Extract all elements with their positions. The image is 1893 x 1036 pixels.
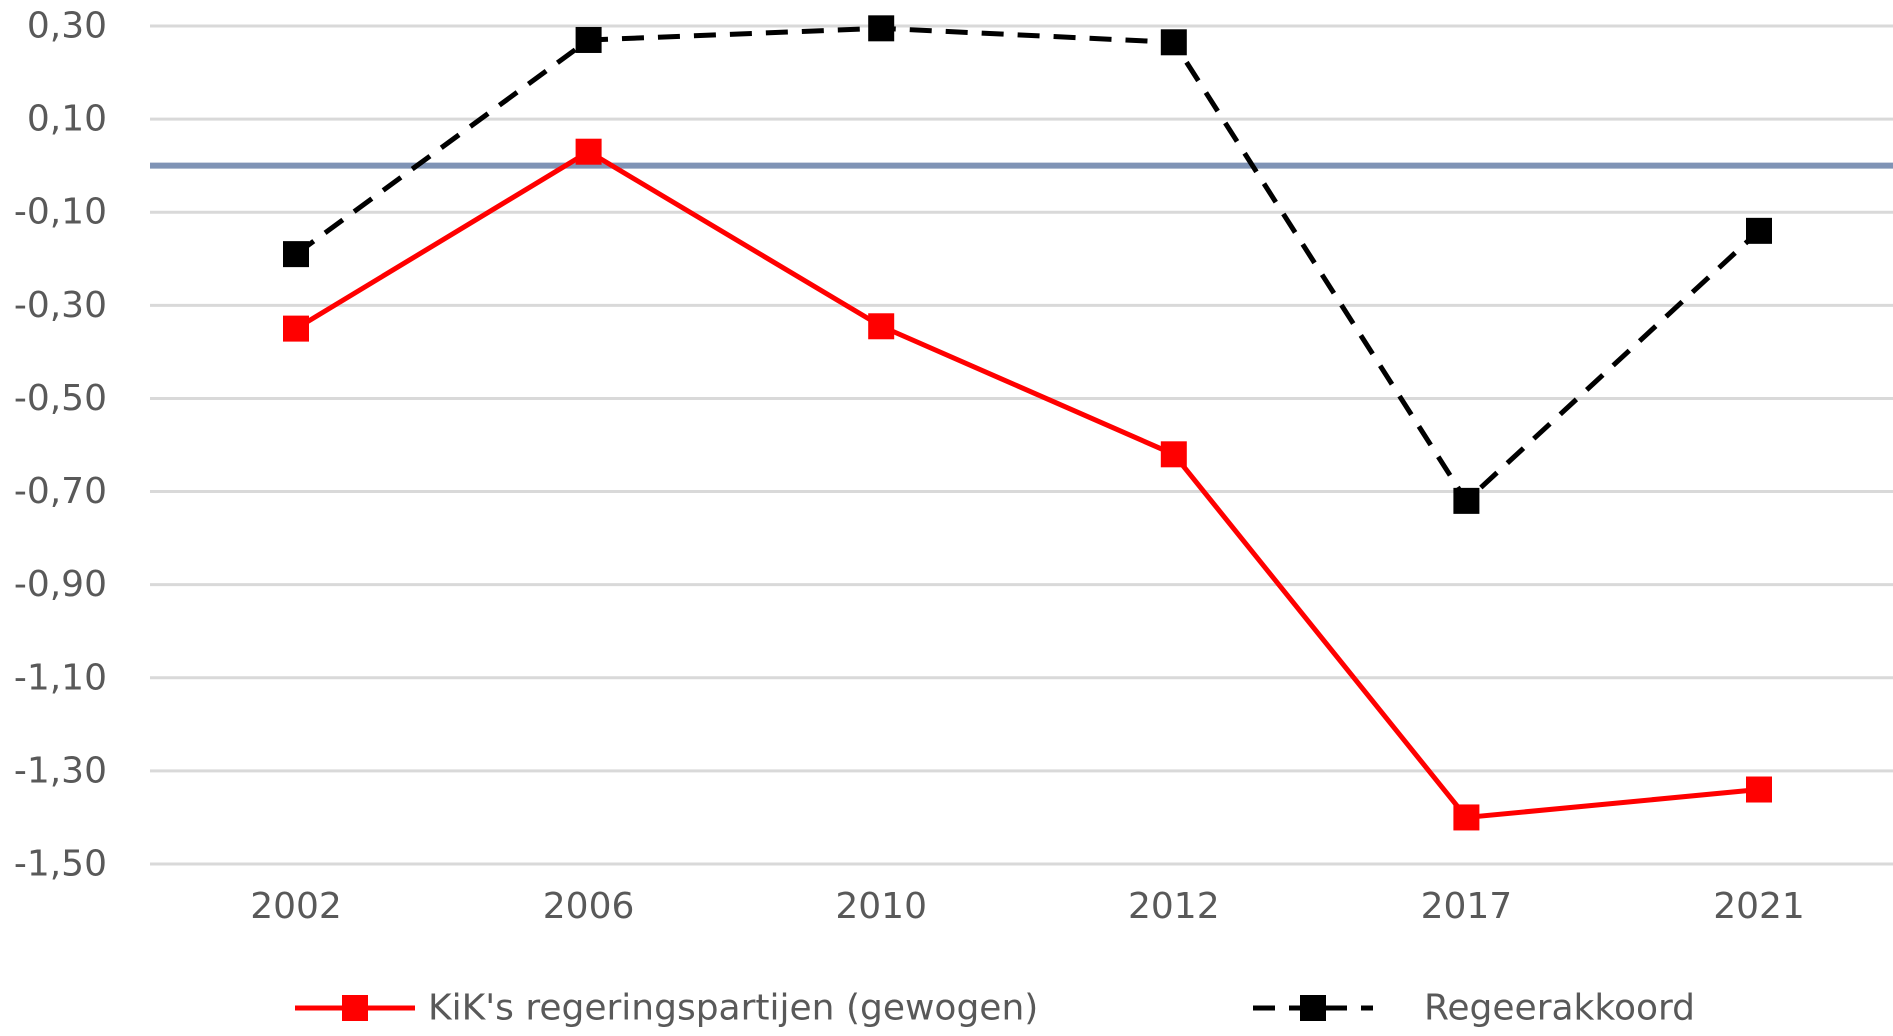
data-point-regeerakkoord bbox=[575, 26, 602, 53]
y-tick-label: -0,30 bbox=[14, 285, 107, 326]
data-point-regeerakkoord bbox=[283, 241, 309, 268]
y-tick-label: -1,30 bbox=[14, 750, 107, 791]
x-tick-label: 2002 bbox=[250, 886, 342, 927]
data-point-kik-regeringspartijen bbox=[1160, 441, 1187, 468]
legend: KiK's regeringspartijen (gewogen) Regeera… bbox=[295, 988, 1695, 1029]
series-line-regeerakkoord bbox=[294, 25, 1761, 504]
data-point-regeerakkoord bbox=[1453, 487, 1480, 514]
y-tick-label: -0,90 bbox=[14, 564, 107, 605]
legend-label: KiK's regeringspartijen (gewogen) bbox=[428, 988, 1038, 1029]
series-group bbox=[283, 15, 1772, 831]
y-tick-label: -0,50 bbox=[14, 378, 107, 419]
series-kik-regeringspartijen bbox=[283, 138, 1772, 831]
data-point-regeerakkoord bbox=[1160, 29, 1187, 56]
legend-label: Regeerakkoord bbox=[1424, 988, 1695, 1029]
data-point-kik-regeringspartijen bbox=[868, 313, 895, 340]
series-regeerakkoord bbox=[283, 15, 1772, 514]
x-axis-tick-labels: 2002 2006 2010 2012 2017 2021 bbox=[250, 886, 1805, 927]
y-tick-label: -0,10 bbox=[14, 192, 107, 233]
data-point-kik-regeringspartijen bbox=[575, 138, 602, 165]
y-tick-label: -0,70 bbox=[14, 471, 107, 512]
y-tick-label: 0,10 bbox=[27, 99, 107, 140]
x-tick-label: 2006 bbox=[543, 886, 635, 927]
gridlines bbox=[150, 24, 1893, 866]
data-point-kik-regeringspartijen bbox=[1746, 776, 1772, 803]
y-tick-label: -1,10 bbox=[14, 657, 107, 698]
x-tick-label: 2017 bbox=[1421, 886, 1513, 927]
y-tick-label: 0,30 bbox=[27, 6, 107, 47]
legend-marker-swatch bbox=[1300, 995, 1326, 1021]
x-tick-label: 2010 bbox=[835, 886, 927, 927]
data-point-kik-regeringspartijen bbox=[283, 315, 309, 342]
legend-item-kik-regeringspartijen: KiK's regeringspartijen (gewogen) bbox=[295, 988, 1038, 1029]
x-tick-label: 2021 bbox=[1713, 886, 1805, 927]
x-tick-label: 2012 bbox=[1128, 886, 1220, 927]
y-axis-tick-labels: 0,30 0,10 -0,10 -0,30 -0,50 -0,70 -0,90 -1,10 -1… bbox=[14, 6, 107, 885]
data-point-regeerakkoord bbox=[868, 15, 895, 42]
data-point-regeerakkoord bbox=[1746, 217, 1772, 244]
y-tick-label: -1,50 bbox=[14, 844, 107, 885]
data-point-kik-regeringspartijen bbox=[1453, 804, 1480, 831]
legend-item-regeerakkoord: Regeerakkoord bbox=[1253, 988, 1695, 1029]
legend-marker-swatch bbox=[342, 995, 368, 1021]
series-line-kik-regeringspartijen bbox=[294, 149, 1760, 820]
